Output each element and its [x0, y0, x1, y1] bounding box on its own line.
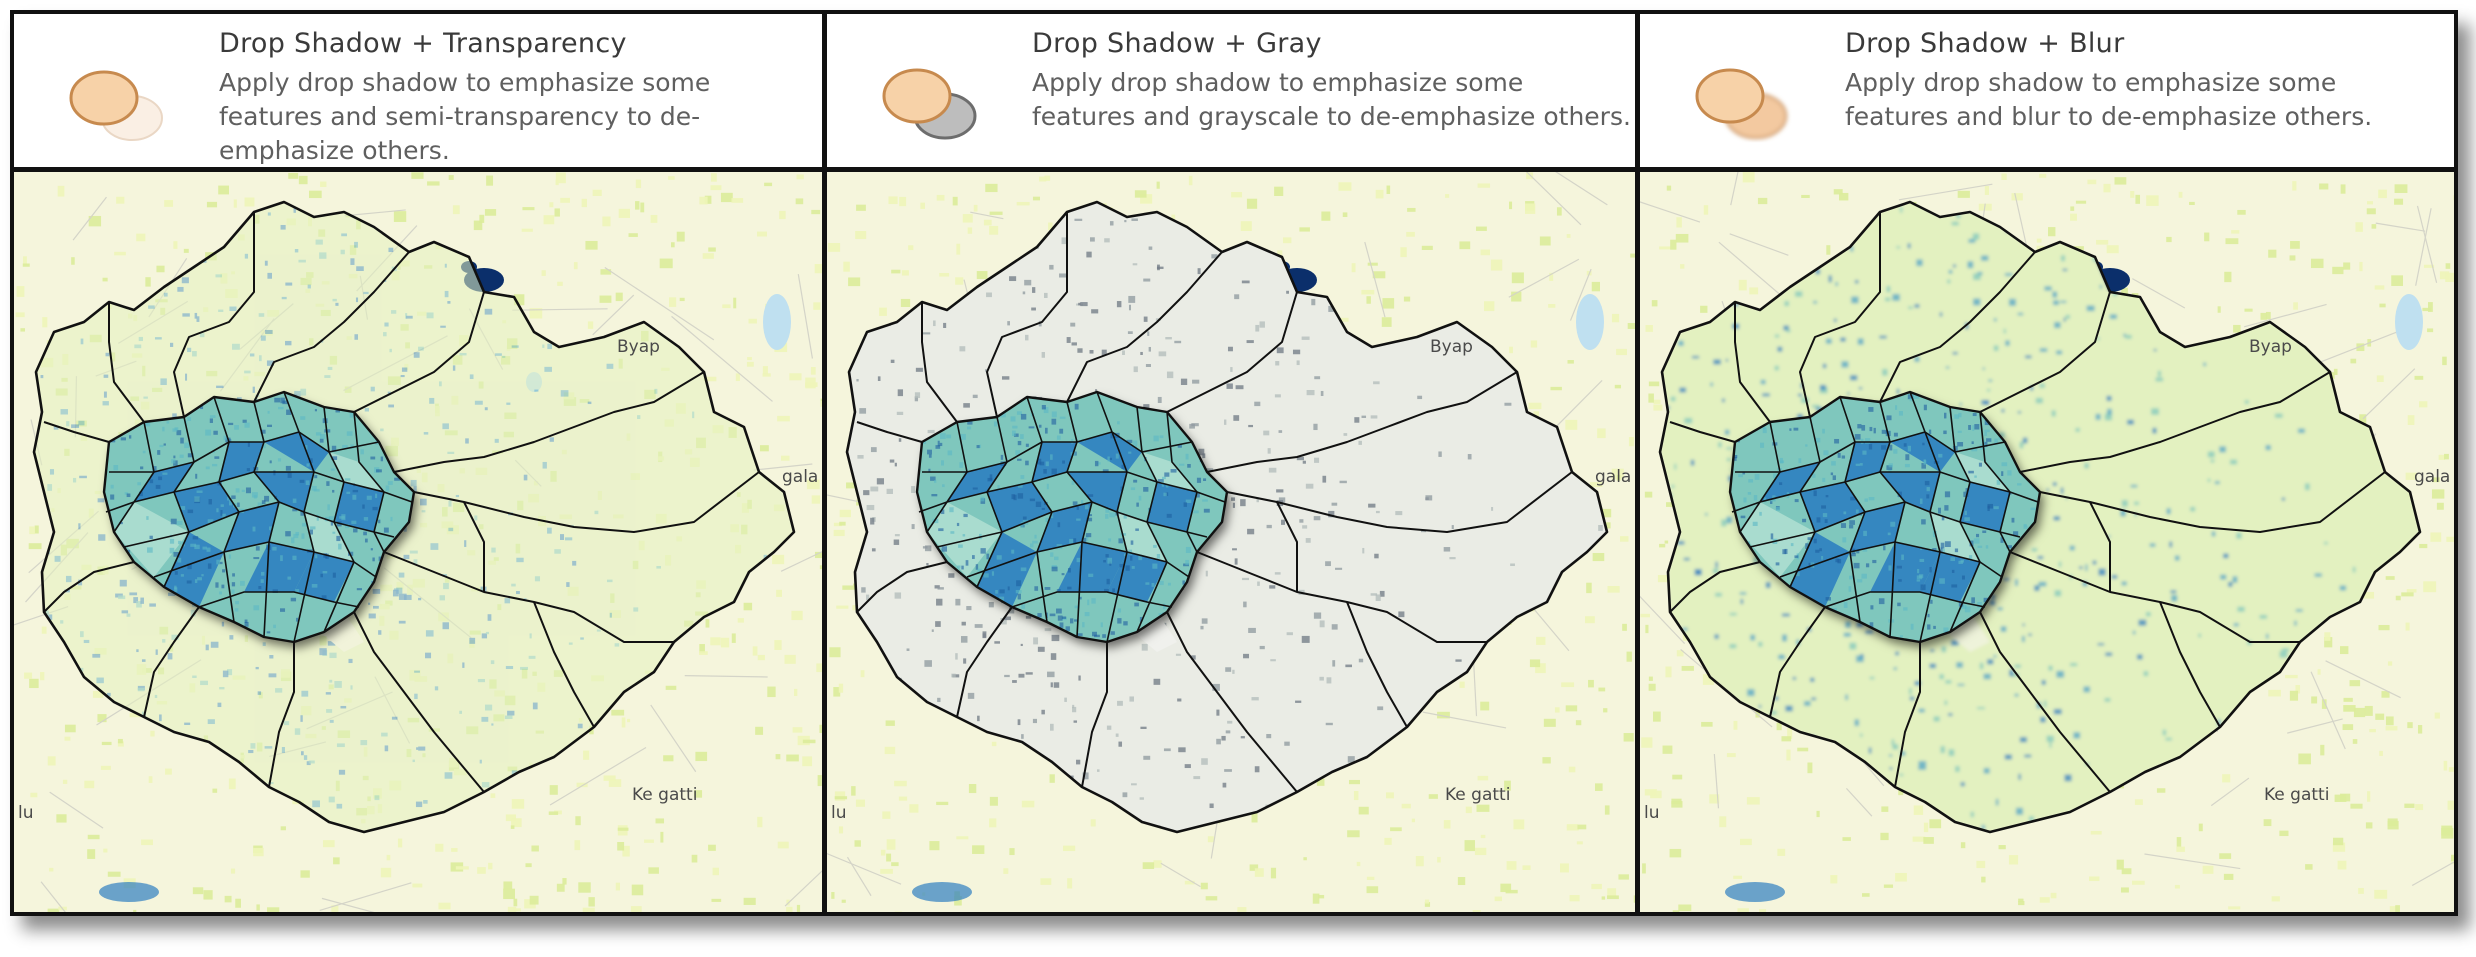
- map-canvas: Byap gala Ke gatti lu: [827, 172, 1635, 912]
- place-label-lu: lu: [831, 803, 847, 823]
- transparency-swatch-icon: [69, 70, 163, 141]
- place-label-gala: gala: [782, 467, 818, 487]
- core-wards-layer: [917, 392, 1227, 642]
- panel-title: Drop Shadow + Transparency: [219, 28, 627, 59]
- outer-wards-layer: [847, 202, 1607, 832]
- place-label-gala: gala: [2414, 467, 2450, 487]
- place-label-byap: Byap: [2249, 337, 2292, 357]
- city-boundary: [845, 200, 1609, 834]
- panel-description: Apply drop shadow to emphasize some feat…: [1845, 68, 2373, 131]
- ward-boundaries: [845, 200, 1609, 834]
- panel-transparency: Drop Shadow + Transparency Apply drop sh…: [14, 14, 822, 912]
- map-view[interactable]: Byap gala Ke gatti lu: [1640, 172, 2454, 912]
- place-label-kegatti: Ke gatti: [1445, 785, 1510, 805]
- panel-divider: [822, 14, 827, 912]
- city-boundary: [1658, 200, 2422, 834]
- place-label-byap: Byap: [617, 337, 660, 357]
- place-label-kegatti: Ke gatti: [2264, 785, 2329, 805]
- map-view[interactable]: Byap gala Ke gatti lu: [827, 172, 1635, 912]
- panel-description: Apply drop shadow to emphasize some feat…: [219, 68, 711, 165]
- place-label-lu: lu: [1644, 803, 1660, 823]
- ward-boundaries: [1658, 200, 2422, 834]
- panel-title: Drop Shadow + Blur: [1845, 28, 2125, 59]
- panel-header: Drop Shadow + Transparency Apply drop sh…: [14, 14, 822, 172]
- gray-swatch-icon: [882, 68, 977, 140]
- panel-header: Drop Shadow + Blur Apply drop shadow to …: [1640, 14, 2454, 172]
- panel-title: Drop Shadow + Gray: [1032, 28, 1322, 59]
- place-label-byap: Byap: [1430, 337, 1473, 357]
- place-label-gala: gala: [1595, 467, 1631, 487]
- place-label-lu: lu: [18, 803, 34, 823]
- place-label-kegatti: Ke gatti: [632, 785, 697, 805]
- map-canvas: Byap gala Ke gatti lu: [1640, 172, 2454, 912]
- blur-swatch-icon: [1695, 68, 1787, 139]
- panel-description: Apply drop shadow to emphasize some feat…: [1032, 68, 1631, 131]
- comparison-frame: Drop Shadow + Transparency Apply drop sh…: [10, 10, 2458, 916]
- city-boundary: [32, 200, 796, 834]
- panel-header: Drop Shadow + Gray Apply drop shadow to …: [827, 14, 1635, 172]
- map-view[interactable]: Byap gala Ke gatti lu: [14, 172, 822, 912]
- panel-blur: Drop Shadow + Blur Apply drop shadow to …: [1640, 14, 2454, 912]
- ward-boundaries: [32, 200, 796, 834]
- panel-gray: Drop Shadow + Gray Apply drop shadow to …: [827, 14, 1635, 912]
- panel-divider: [1635, 14, 1640, 912]
- map-canvas: Byap gala Ke gatti lu: [14, 172, 822, 912]
